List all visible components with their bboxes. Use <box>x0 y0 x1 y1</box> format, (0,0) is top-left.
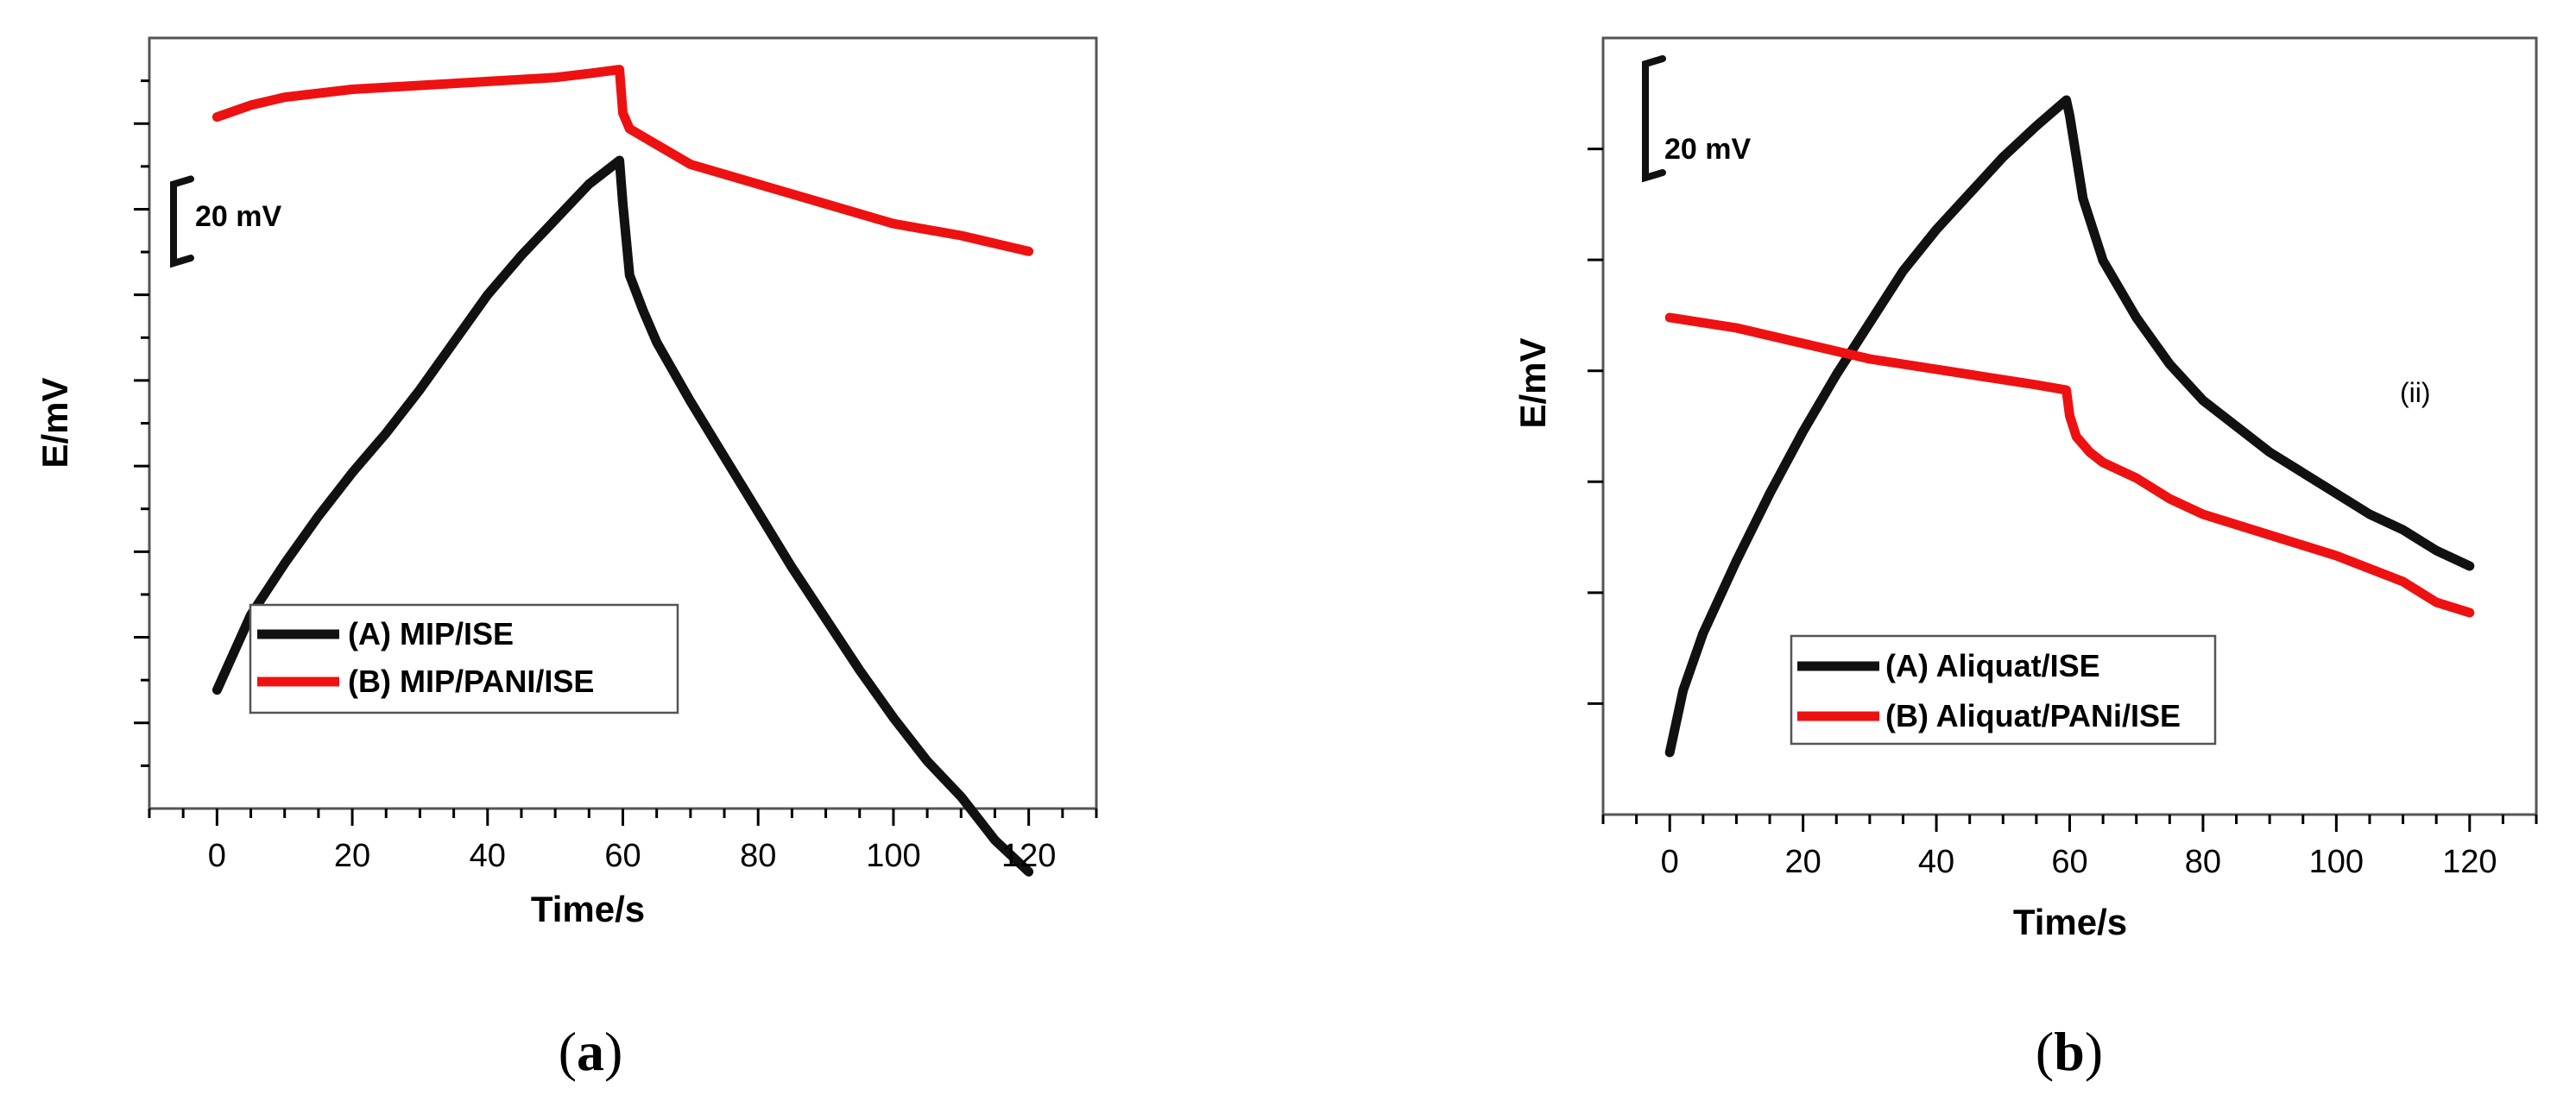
series-line-b-0 <box>1664 95 2475 758</box>
x-tick-label-a-1: 20 <box>334 838 370 874</box>
panel-label-b-open: ( <box>2036 1021 2054 1082</box>
chart-panel-b: 0 20 40 60 80 100 120 Time/s E/mV 20 mV (ii) (… <box>1512 36 2538 1082</box>
y-ticks-b <box>1588 148 1603 705</box>
legend-box-a <box>249 603 679 714</box>
legend-box-b <box>1790 634 2217 746</box>
scale-bar-label-b: 20 mV <box>1664 133 1751 166</box>
panel-label-b-letter: b <box>2054 1021 2085 1082</box>
x-tick-label-a-0: 0 <box>208 838 226 874</box>
y-axis-title-b: E/mV <box>1512 337 1553 428</box>
series-layer-a <box>212 65 1034 877</box>
scale-bar-line-b <box>1642 55 1666 183</box>
x-tick-label-b-0: 0 <box>1661 844 1679 880</box>
x-tick-label-b-1: 20 <box>1785 844 1822 880</box>
panel-label-b: (b) <box>2036 1021 2103 1082</box>
x-ticks-a: 0 20 40 60 80 100 120 <box>148 809 1098 874</box>
series-layer-b <box>1664 95 2475 758</box>
legend-a: (A) MIP/ISE (B) MIP/PANI/ISE <box>249 603 679 714</box>
x-tick-label-a-6: 120 <box>1001 838 1056 874</box>
x-tick-label-a-4: 80 <box>740 838 776 874</box>
scale-bar-a: 20 mV <box>170 175 281 268</box>
series-line-b-1 <box>1664 312 2475 618</box>
panel-label-b-close: ) <box>2085 1021 2103 1082</box>
panel-label-a-close: ) <box>604 1021 622 1082</box>
x-axis-title-a: Time/s <box>531 889 645 929</box>
x-tick-label-b-6: 120 <box>2442 844 2497 880</box>
x-tick-label-b-3: 60 <box>2051 844 2087 880</box>
panel-label-a-letter: a <box>577 1021 604 1082</box>
x-tick-label-a-2: 40 <box>470 838 506 874</box>
y-ticks-a <box>134 79 149 767</box>
x-tick-label-a-3: 60 <box>604 838 641 874</box>
series-line-a-0 <box>212 155 1034 877</box>
panel-label-a: (a) <box>559 1021 623 1082</box>
legend-label-b-1: (B) Aliquat/PANi/ISE <box>1885 698 2181 733</box>
series-line-a-1 <box>212 65 1034 256</box>
x-tick-label-a-5: 100 <box>866 838 920 874</box>
x-axis-title-b: Time/s <box>2013 902 2127 942</box>
scale-bar-b: 20 mV <box>1642 55 1751 183</box>
annotation-ii: (ii) <box>2400 377 2431 408</box>
legend-b: (A) Aliquat/ISE (B) Aliquat/PANi/ISE <box>1790 634 2217 746</box>
scale-bar-line-a <box>170 175 194 268</box>
y-axis-title-a: E/mV <box>35 377 75 468</box>
scale-bar-label-a: 20 mV <box>195 200 281 233</box>
legend-label-b-0: (A) Aliquat/ISE <box>1885 648 2100 683</box>
panel-label-a-open: ( <box>559 1021 577 1082</box>
x-tick-label-b-2: 40 <box>1918 844 1954 880</box>
chart-panel-a: 0 20 40 60 80 100 120 Time/s E/mV 20 mV (A) MI… <box>35 36 1098 1082</box>
x-ticks-b: 0 20 40 60 80 100 120 <box>1601 815 2538 880</box>
legend-label-a-1: (B) MIP/PANI/ISE <box>348 664 594 699</box>
x-tick-label-b-5: 100 <box>2309 844 2364 880</box>
x-tick-label-b-4: 80 <box>2185 844 2221 880</box>
legend-label-a-0: (A) MIP/ISE <box>348 616 514 651</box>
